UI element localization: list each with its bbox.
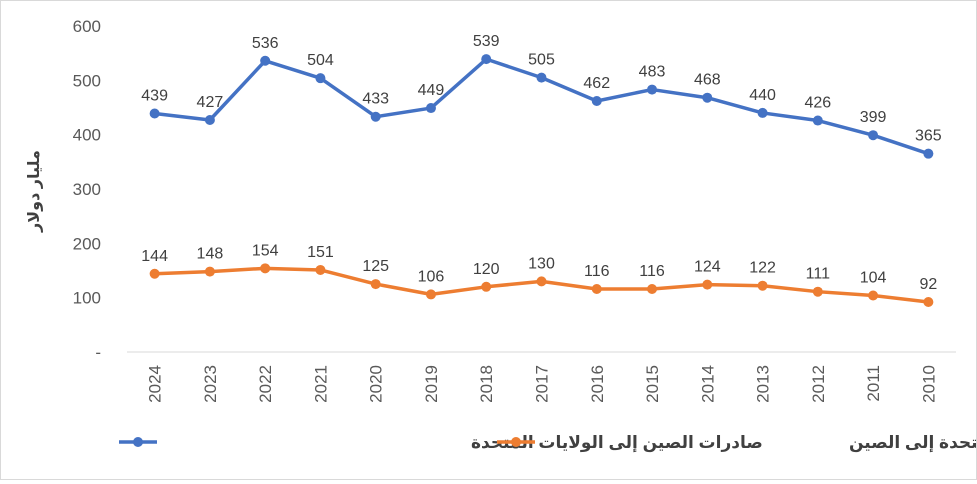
data-point xyxy=(923,148,934,159)
data-point xyxy=(812,115,823,126)
data-point xyxy=(536,72,547,83)
x-axis-ticks: 2024 2023 2022 2021 2020 2019 2018 2017 2016 2015… xyxy=(146,365,939,403)
data-label: 399 xyxy=(860,109,887,126)
data-point xyxy=(260,55,271,66)
legend-entry-label: صادرات الصين إلى الولايات المتحدة xyxy=(471,433,763,453)
data-label: 111 xyxy=(806,266,830,283)
data-label: 125 xyxy=(362,258,389,275)
y-tick-label: - xyxy=(95,343,101,362)
data-point xyxy=(647,283,658,294)
x-tick-label: 2018 xyxy=(477,365,496,403)
x-tick-label: 2012 xyxy=(809,365,828,403)
data-label: 120 xyxy=(473,261,500,278)
data-label: 433 xyxy=(362,91,389,108)
x-tick-label: 2017 xyxy=(533,365,552,403)
data-label: 122 xyxy=(749,260,776,277)
data-point xyxy=(149,108,160,119)
x-tick-label: 2022 xyxy=(256,365,275,403)
data-point xyxy=(481,281,492,292)
data-label: 144 xyxy=(141,248,168,265)
x-tick-label: 2013 xyxy=(754,365,773,403)
data-point xyxy=(536,276,547,287)
data-label: 104 xyxy=(860,269,887,286)
data-point xyxy=(812,286,823,297)
x-tick-label: 2020 xyxy=(367,365,386,403)
data-label: 536 xyxy=(252,35,279,52)
data-label: 462 xyxy=(583,75,610,92)
data-label: 92 xyxy=(919,276,937,293)
legend-marker-dot xyxy=(133,437,143,447)
data-label: 449 xyxy=(418,82,445,99)
data-point xyxy=(702,92,713,103)
data-label: 440 xyxy=(749,87,776,104)
data-point xyxy=(149,268,160,279)
data-label: 468 xyxy=(694,72,721,89)
x-tick-label: 2016 xyxy=(588,365,607,403)
data-labels: 439 427 536 504 433 449 539 505 462 483 468 440 426 3… xyxy=(141,33,942,293)
legend-marker-dot xyxy=(511,437,521,447)
data-label: 151 xyxy=(307,244,334,261)
x-tick-label: 2024 xyxy=(146,365,165,403)
data-point xyxy=(481,54,492,65)
data-label: 130 xyxy=(528,255,555,272)
data-point xyxy=(591,95,602,106)
y-tick-label: 500 xyxy=(73,71,101,90)
x-tick-label: 2011 xyxy=(864,365,883,402)
data-point xyxy=(868,130,879,141)
data-label: 116 xyxy=(584,263,610,280)
data-point xyxy=(315,264,326,275)
data-label: 504 xyxy=(307,52,334,69)
data-label: 483 xyxy=(639,64,666,81)
x-tick-label: 2010 xyxy=(919,365,938,403)
data-point xyxy=(868,290,879,301)
data-point xyxy=(260,263,271,274)
legend-entry-label: صادرات الولايات المتحدة إلى الصين xyxy=(849,433,976,453)
y-tick-label: 400 xyxy=(73,126,101,145)
legend: صادرات الصين إلى الولايات المتحدة صادرات … xyxy=(119,433,977,453)
y-axis-title: مليار دولار xyxy=(26,150,43,233)
data-label: 116 xyxy=(639,263,665,280)
y-tick-label: 600 xyxy=(73,17,101,36)
data-point xyxy=(591,283,602,294)
series-lines xyxy=(149,54,934,308)
data-point xyxy=(204,114,215,125)
x-tick-label: 2015 xyxy=(643,365,662,403)
data-label: 539 xyxy=(473,33,500,50)
x-tick-label: 2023 xyxy=(201,365,220,403)
data-label: 426 xyxy=(804,95,831,112)
data-label: 505 xyxy=(528,52,555,69)
data-point xyxy=(370,279,381,290)
x-tick-label: 2019 xyxy=(422,365,441,403)
x-tick-label: 2014 xyxy=(698,365,717,403)
data-label: 154 xyxy=(252,242,279,259)
data-label: 124 xyxy=(694,259,721,276)
data-point xyxy=(204,266,215,277)
data-point xyxy=(370,111,381,122)
y-tick-label: 300 xyxy=(73,180,101,199)
data-point xyxy=(757,280,768,291)
data-label: 427 xyxy=(197,94,224,111)
data-point xyxy=(425,103,436,114)
data-point xyxy=(923,297,934,308)
y-tick-label: 100 xyxy=(73,289,101,308)
data-label: 365 xyxy=(915,128,942,145)
data-point xyxy=(315,73,326,84)
data-point xyxy=(425,289,436,300)
data-label: 148 xyxy=(197,246,224,263)
x-tick-label: 2021 xyxy=(311,365,330,403)
data-point xyxy=(702,279,713,290)
data-point xyxy=(757,107,768,118)
y-axis-ticks: - 100 200 300 400 500 600 xyxy=(73,17,101,362)
data-point xyxy=(647,84,658,95)
y-tick-label: 200 xyxy=(73,234,101,253)
data-label: 439 xyxy=(141,87,168,104)
data-label: 106 xyxy=(418,268,445,285)
